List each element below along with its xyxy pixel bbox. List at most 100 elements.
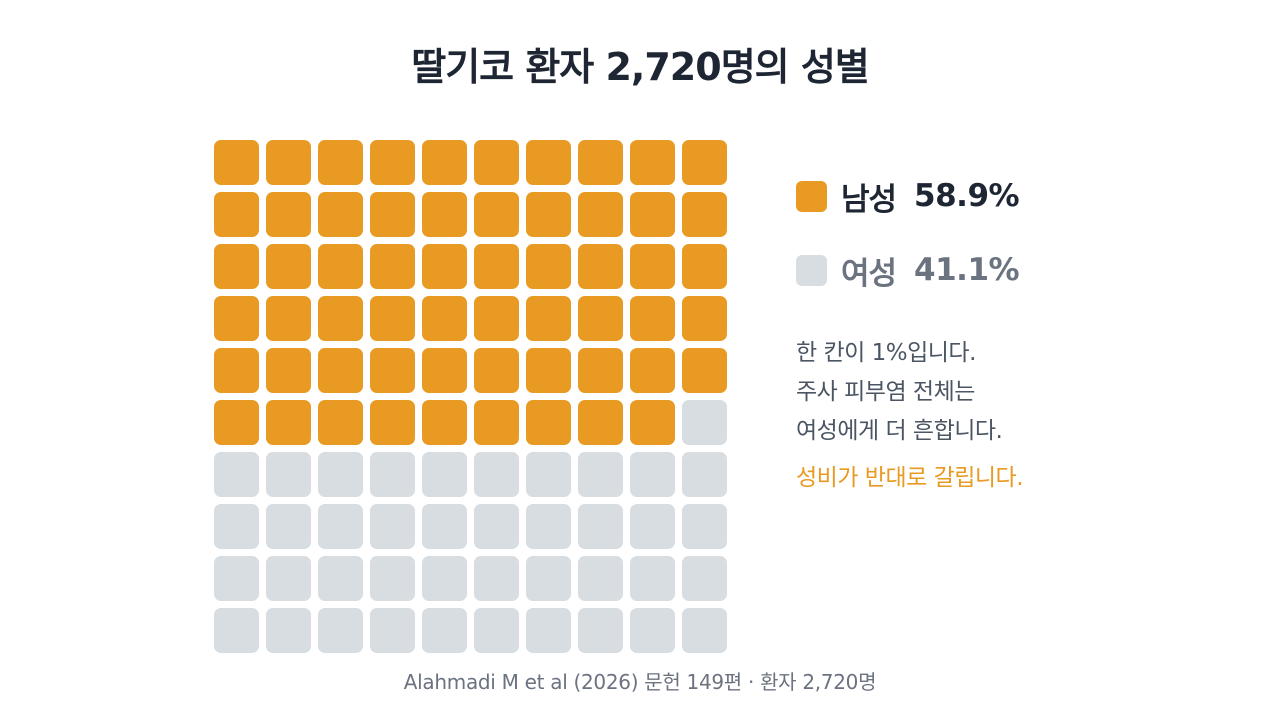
waffle-cell xyxy=(214,608,259,653)
waffle-cell xyxy=(370,556,415,601)
waffle-cell xyxy=(422,608,467,653)
waffle-cell xyxy=(682,504,727,549)
waffle-cell xyxy=(630,452,675,497)
waffle-cell xyxy=(318,192,363,237)
waffle-cell xyxy=(318,140,363,185)
legend-value-male: 58.9% xyxy=(914,178,1020,214)
note-line-1: 한 칸이 1%입니다. xyxy=(796,340,976,366)
waffle-cell xyxy=(578,140,623,185)
waffle-cell xyxy=(474,192,519,237)
waffle-cell xyxy=(630,556,675,601)
waffle-cell xyxy=(630,140,675,185)
waffle-cell xyxy=(214,192,259,237)
waffle-cell xyxy=(422,140,467,185)
waffle-cell xyxy=(526,192,571,237)
waffle-cell xyxy=(266,348,311,393)
waffle-cell xyxy=(474,296,519,341)
waffle-cell xyxy=(474,348,519,393)
waffle-cell xyxy=(682,348,727,393)
waffle-grid xyxy=(214,140,728,654)
waffle-cell xyxy=(214,244,259,289)
waffle-cell xyxy=(422,296,467,341)
waffle-cell xyxy=(422,504,467,549)
waffle-cell xyxy=(266,244,311,289)
waffle-cell xyxy=(370,400,415,445)
waffle-cell xyxy=(578,556,623,601)
waffle-cell xyxy=(578,400,623,445)
waffle-cell xyxy=(370,192,415,237)
waffle-cell xyxy=(630,348,675,393)
waffle-cell xyxy=(474,140,519,185)
waffle-cell xyxy=(214,140,259,185)
waffle-cell xyxy=(266,556,311,601)
waffle-cell xyxy=(630,296,675,341)
waffle-cell xyxy=(422,452,467,497)
waffle-cell xyxy=(422,192,467,237)
waffle-cell xyxy=(630,192,675,237)
waffle-cell xyxy=(578,296,623,341)
waffle-cell xyxy=(682,140,727,185)
waffle-cell xyxy=(526,452,571,497)
legend-swatch-female xyxy=(796,254,827,286)
waffle-cell xyxy=(526,504,571,549)
waffle-cell xyxy=(578,244,623,289)
waffle-cell xyxy=(682,452,727,497)
waffle-cell xyxy=(318,556,363,601)
waffle-cell xyxy=(214,400,259,445)
waffle-cell xyxy=(578,452,623,497)
waffle-cell xyxy=(526,348,571,393)
legend: 남성 58.9% 여성 41.1% xyxy=(796,172,1236,320)
waffle-cell xyxy=(266,608,311,653)
note-line-3: 여성에게 더 흔합니다. xyxy=(796,418,1003,444)
waffle-cell xyxy=(370,296,415,341)
waffle-cell xyxy=(370,348,415,393)
waffle-cell xyxy=(370,452,415,497)
waffle-cell xyxy=(214,504,259,549)
legend-swatch-male xyxy=(796,180,827,212)
waffle-cell xyxy=(214,556,259,601)
waffle-cell xyxy=(318,608,363,653)
waffle-cell xyxy=(526,608,571,653)
waffle-cell xyxy=(266,452,311,497)
waffle-cell xyxy=(318,504,363,549)
waffle-cell xyxy=(266,504,311,549)
legend-item-male: 남성 58.9% xyxy=(796,172,1236,220)
waffle-cell xyxy=(370,140,415,185)
waffle-cell xyxy=(474,452,519,497)
waffle-cell xyxy=(682,400,727,445)
waffle-cell xyxy=(422,556,467,601)
waffle-cell xyxy=(266,192,311,237)
legend-label-female: 여성 xyxy=(841,255,897,292)
note-highlight: 성비가 반대로 갈립니다. xyxy=(796,465,1024,491)
source-caption: Alahmadi M et al (2026) 문헌 149편 · 환자 2,7… xyxy=(403,670,877,694)
waffle-cell xyxy=(474,608,519,653)
note-line-2: 주사 피부염 전체는 xyxy=(796,379,975,405)
waffle-cell xyxy=(682,192,727,237)
waffle-cell xyxy=(578,192,623,237)
waffle-cell xyxy=(578,504,623,549)
waffle-cell xyxy=(422,400,467,445)
waffle-cell xyxy=(578,608,623,653)
waffle-cell xyxy=(422,244,467,289)
waffle-cell xyxy=(370,608,415,653)
waffle-cell xyxy=(318,400,363,445)
waffle-cell xyxy=(526,244,571,289)
waffle-cell xyxy=(526,296,571,341)
waffle-cell xyxy=(474,400,519,445)
waffle-cell xyxy=(266,140,311,185)
waffle-cell xyxy=(422,348,467,393)
waffle-cell xyxy=(526,140,571,185)
annotation: 한 칸이 1%입니다. 주사 피부염 전체는 여성에게 더 흔합니다. 성비가 … xyxy=(796,334,1236,498)
legend-label-male: 남성 xyxy=(841,181,897,218)
waffle-cell xyxy=(370,244,415,289)
waffle-cell xyxy=(318,296,363,341)
waffle-cell xyxy=(318,244,363,289)
waffle-cell xyxy=(578,348,623,393)
waffle-cell xyxy=(266,296,311,341)
waffle-cell xyxy=(318,452,363,497)
chart-title: 딸기코 환자 2,720명의 성별 xyxy=(411,45,870,89)
waffle-cell xyxy=(630,608,675,653)
waffle-cell xyxy=(214,452,259,497)
waffle-cell xyxy=(214,296,259,341)
waffle-cell xyxy=(214,348,259,393)
